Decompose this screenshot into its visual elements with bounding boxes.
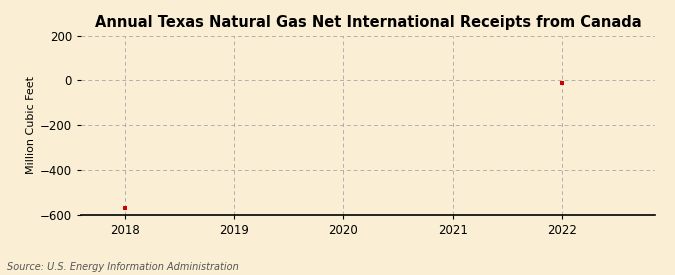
Point [119, 206, 130, 210]
Y-axis label: Million Cubic Feet: Million Cubic Feet [26, 76, 36, 174]
Point [556, 81, 567, 85]
Text: Source: U.S. Energy Information Administration: Source: U.S. Energy Information Administ… [7, 262, 238, 272]
Title: Annual Texas Natural Gas Net International Receipts from Canada: Annual Texas Natural Gas Net Internation… [95, 15, 641, 31]
